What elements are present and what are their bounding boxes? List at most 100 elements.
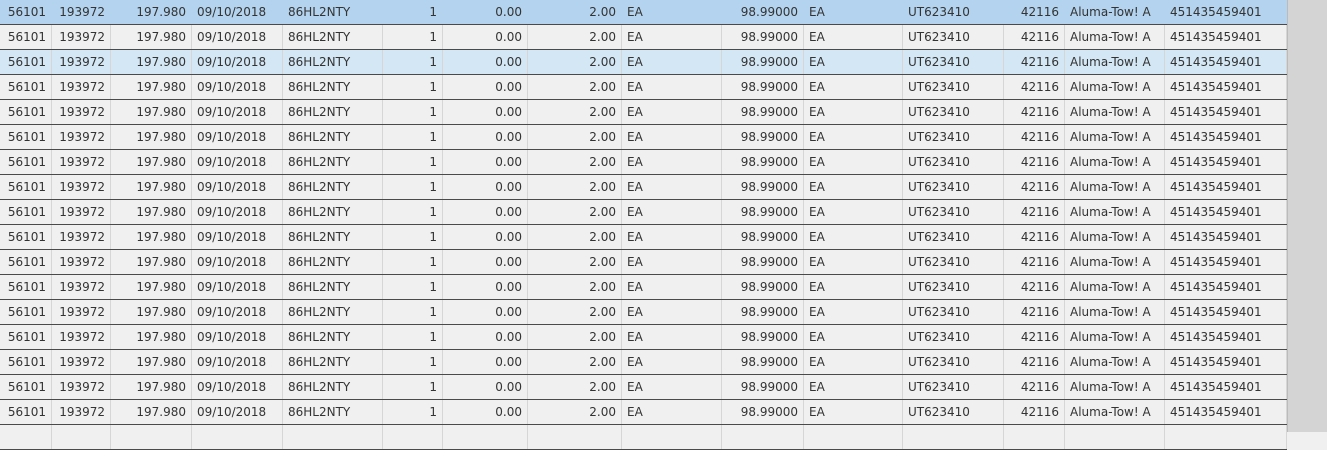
table-row[interactable]: 56101 193972 197.980 09/10/2018 86HL2NTY 1 0.0…: [0, 300, 1287, 325]
table-cell[interactable]: 98.99000: [722, 225, 804, 249]
table-cell[interactable]: 2.00: [528, 150, 622, 174]
table-cell[interactable]: Aluma-Tow! A: [1065, 275, 1165, 299]
table-cell[interactable]: Aluma-Tow! A: [1065, 150, 1165, 174]
table-cell[interactable]: 1: [383, 200, 443, 224]
table-cell[interactable]: EA: [804, 150, 903, 174]
table-cell[interactable]: 98.99000: [740, 5, 798, 19]
table-cell[interactable]: 1: [383, 75, 443, 99]
table-cell[interactable]: 451435459401: [1165, 100, 1287, 124]
table-cell[interactable]: 197.980: [111, 275, 192, 299]
table-row[interactable]: 56101 193972 197.980 09/10/2018 86HL2NTY 1 0.0…: [0, 275, 1287, 300]
table-cell[interactable]: 2.00: [528, 225, 622, 249]
table-cell[interactable]: 98.99000: [722, 25, 804, 49]
table-cell[interactable]: EA: [622, 200, 722, 224]
table-cell[interactable]: 56101: [0, 75, 52, 99]
table-cell[interactable]: 56101: [0, 125, 52, 149]
table-cell[interactable]: 193972: [52, 400, 111, 424]
table-cell[interactable]: 1: [383, 150, 443, 174]
table-cell[interactable]: 193972: [52, 250, 111, 274]
table-cell[interactable]: 193972: [52, 350, 111, 374]
table-cell[interactable]: EA: [622, 325, 722, 349]
table-cell[interactable]: EA: [804, 75, 903, 99]
table-cell[interactable]: 2.00: [528, 175, 622, 199]
table-row[interactable]: 56101 193972 197.980 09/10/2018 86HL2NTY 1 0.0…: [0, 125, 1287, 150]
table-cell[interactable]: 56101: [0, 175, 52, 199]
table-row[interactable]: 56101 193972 197.980 09/10/2018 86HL2NTY 1 0.0…: [0, 25, 1287, 50]
table-cell[interactable]: 2.00: [528, 350, 622, 374]
table-cell[interactable]: UT623410: [903, 25, 1004, 49]
table-cell[interactable]: EA: [622, 150, 722, 174]
table-cell[interactable]: Aluma-Tow! A: [1065, 350, 1165, 374]
table-cell[interactable]: 1: [383, 50, 443, 74]
table-cell[interactable]: 86HL2NTY: [283, 150, 383, 174]
table-cell[interactable]: EA: [804, 275, 903, 299]
table-cell[interactable]: UT623410: [908, 5, 970, 19]
table-cell[interactable]: 98.99000: [722, 350, 804, 374]
table-cell[interactable]: Aluma-Tow! A: [1065, 100, 1165, 124]
table-cell[interactable]: 1: [383, 400, 443, 424]
table-cell[interactable]: 451435459401: [1165, 275, 1287, 299]
table-cell[interactable]: 0.00: [495, 5, 522, 19]
table-row[interactable]: 56101 193972 197.980 09/10/2018 86HL2NTY 1 0.0…: [0, 375, 1287, 400]
table-cell[interactable]: [0, 425, 52, 449]
vertical-scrollbar[interactable]: [1287, 0, 1327, 432]
table-cell[interactable]: 42116: [1004, 75, 1065, 99]
table-cell[interactable]: 56101: [0, 350, 52, 374]
table-cell[interactable]: 451435459401: [1165, 375, 1287, 399]
table-cell[interactable]: 2.00: [528, 100, 622, 124]
table-cell[interactable]: 98.99000: [722, 400, 804, 424]
table-cell[interactable]: EA: [622, 175, 722, 199]
table-cell[interactable]: 1: [383, 275, 443, 299]
table-cell[interactable]: 193972: [52, 25, 111, 49]
table-cell[interactable]: EA: [622, 125, 722, 149]
table-cell[interactable]: EA: [804, 50, 903, 74]
table-cell[interactable]: 86HL2NTY: [283, 100, 383, 124]
table-cell[interactable]: Aluma-Tow! A: [1065, 325, 1165, 349]
table-cell[interactable]: 2.00: [528, 375, 622, 399]
table-cell[interactable]: EA: [804, 100, 903, 124]
table-cell[interactable]: 193972: [52, 175, 111, 199]
table-cell[interactable]: 197.980: [111, 125, 192, 149]
table-cell[interactable]: 451435459401: [1165, 200, 1287, 224]
table-cell[interactable]: 98.99000: [722, 100, 804, 124]
table-cell[interactable]: 09/10/2018: [192, 75, 283, 99]
table-cell[interactable]: 0.00: [443, 75, 528, 99]
table-cell[interactable]: 42116: [1004, 275, 1065, 299]
table-cell[interactable]: EA: [622, 300, 722, 324]
table-cell[interactable]: 98.99000: [722, 125, 804, 149]
table-cell[interactable]: 451435459401: [1165, 400, 1287, 424]
table-cell[interactable]: UT623410: [903, 275, 1004, 299]
table-cell[interactable]: 1: [383, 375, 443, 399]
table-cell[interactable]: EA: [804, 25, 903, 49]
table-cell[interactable]: 197.980: [111, 50, 192, 74]
table-cell[interactable]: UT623410: [903, 75, 1004, 99]
table-cell[interactable]: 0.00: [443, 125, 528, 149]
table-cell[interactable]: [383, 425, 443, 449]
table-cell[interactable]: UT623410: [903, 225, 1004, 249]
table-cell[interactable]: 197.980: [111, 75, 192, 99]
table-cell[interactable]: EA: [804, 375, 903, 399]
table-cell[interactable]: EA: [622, 400, 722, 424]
table-cell[interactable]: Aluma-Tow! A: [1065, 225, 1165, 249]
table-cell[interactable]: 2.00: [528, 50, 622, 74]
table-cell[interactable]: 193972: [52, 150, 111, 174]
table-cell[interactable]: 42116: [1004, 225, 1065, 249]
table-cell[interactable]: 56101: [0, 275, 52, 299]
table-cell[interactable]: 451435459401: [1165, 125, 1287, 149]
table-row[interactable]: 56101 193972 197.980 09/10/2018 86HL2NTY 1 0.0…: [0, 200, 1287, 225]
table-cell[interactable]: 42116: [1004, 300, 1065, 324]
table-cell[interactable]: 09/10/2018: [192, 375, 283, 399]
table-cell[interactable]: 197.980: [111, 200, 192, 224]
table-cell[interactable]: 42116: [1004, 150, 1065, 174]
table-cell[interactable]: [903, 425, 1004, 449]
table-cell[interactable]: UT623410: [903, 325, 1004, 349]
table-cell[interactable]: UT623410: [903, 200, 1004, 224]
table-cell[interactable]: 1: [383, 350, 443, 374]
table-cell[interactable]: UT623410: [903, 150, 1004, 174]
table-cell[interactable]: 193972: [52, 75, 111, 99]
table-cell[interactable]: 42116: [1004, 50, 1065, 74]
table-cell[interactable]: UT623410: [903, 350, 1004, 374]
table-cell[interactable]: 98.99000: [722, 175, 804, 199]
table-cell[interactable]: 0.00: [443, 400, 528, 424]
table-cell[interactable]: 09/10/2018: [192, 175, 283, 199]
